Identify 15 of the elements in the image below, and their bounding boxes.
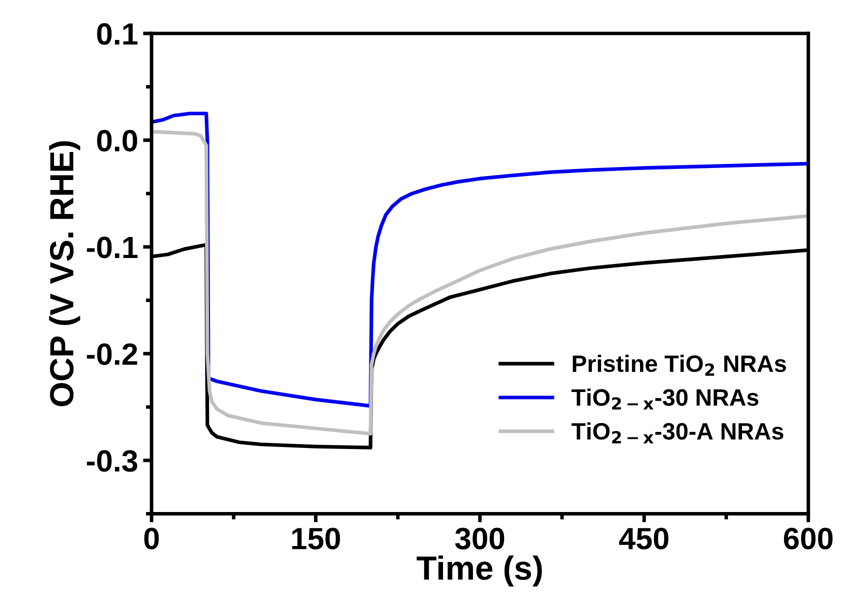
y-tick-label: -0.1 [86,236,138,258]
x-axis-title: Time (s) [416,555,542,587]
x-tick-label: 450 [619,528,668,550]
y-tick-label: 0.0 [97,130,138,152]
x-tick-label: 0 [144,528,159,550]
y-axis-title: OCP (V VS. RHE) [49,141,80,406]
x-tick-label: 600 [784,528,833,550]
legend-label: TiO$_{2−x}$-30-A NRAs [572,422,784,444]
legend-label: Pristine TiO$_{2}$ NRAs [572,354,786,376]
y-tick-label: 0.1 [97,23,138,45]
x-tick-label: 150 [292,528,340,550]
y-tick-label: -0.3 [86,450,138,472]
x-tick-label: 300 [455,528,504,550]
y-tick-label: -0.2 [86,343,138,366]
legend-label: TiO$_{2−x}$-30 NRAs [572,388,758,410]
